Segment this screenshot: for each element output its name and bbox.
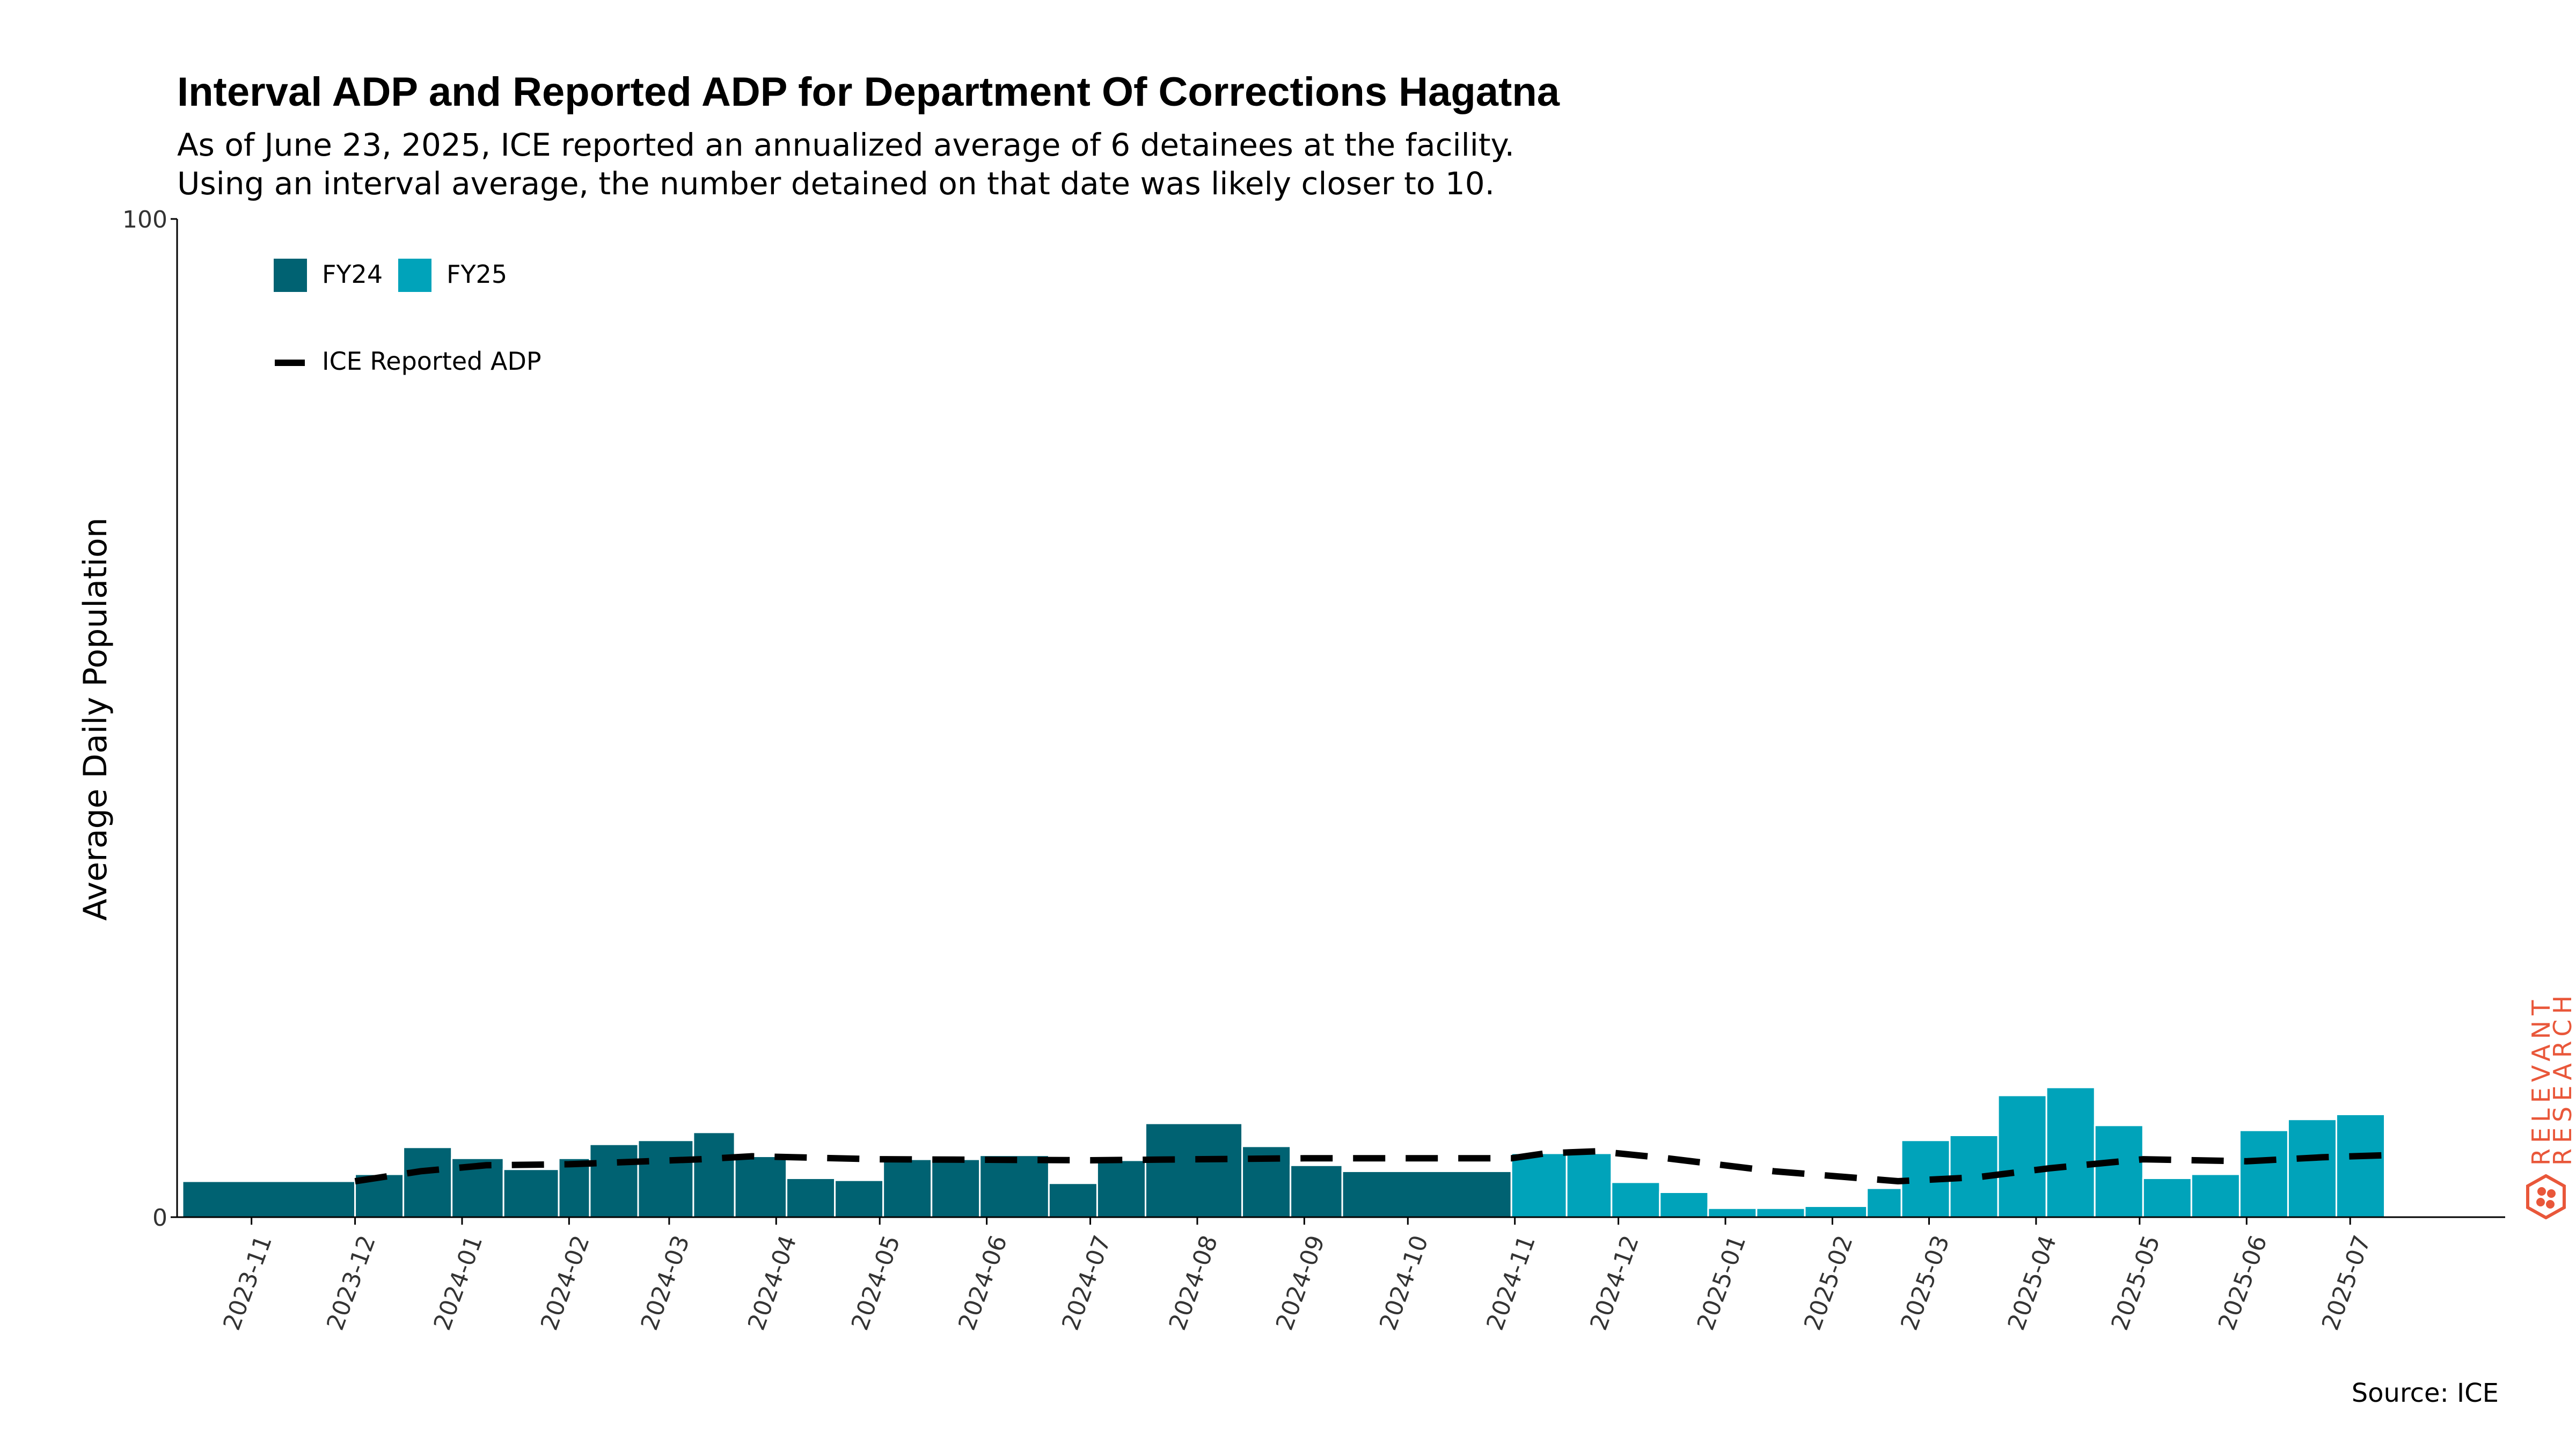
bar-fy24-17 [1144,1122,1243,1218]
bar-fy25-13 [2142,1177,2192,1218]
legend-line-swatch [275,360,305,366]
bar-fy25-16 [2287,1118,2337,1218]
bar-fy25-0 [1510,1152,1568,1218]
x-tick-label-2: 2024-01 [429,1232,488,1334]
reported-adp-line [354,1148,2385,1185]
x-tick-label-13: 2024-12 [1585,1232,1644,1334]
legend-label-fy24: FY24 [322,260,383,289]
legend-label-reported: ICE Reported ADP [322,347,541,376]
x-tick-label-18: 2025-05 [2106,1232,2165,1334]
x-tick-label-10: 2024-09 [1271,1232,1330,1334]
x-tick-label-9: 2024-08 [1164,1232,1224,1334]
bar-fy25-4 [1707,1207,1758,1218]
bar-fy24-11 [834,1179,884,1218]
x-tick-label-1: 2023-12 [321,1232,381,1334]
bar-fy24-15 [1048,1182,1098,1218]
bar-fy24-10 [786,1177,836,1218]
x-tick-label-3: 2024-02 [536,1232,595,1334]
x-tick-label-15: 2025-02 [1799,1232,1858,1334]
bar-fy24-9 [734,1155,788,1218]
logo-hexagon-icon [2526,1174,2566,1219]
bar-fy25-2 [1611,1181,1661,1218]
bars-group [181,1086,2386,1218]
source-note: Source: ICE [2351,1378,2499,1408]
y-ticks-group: 0 100 [122,206,177,1232]
bar-fy25-15 [2238,1129,2289,1218]
bar-fy24-7 [637,1139,694,1218]
x-tick-label-6: 2024-05 [846,1232,906,1334]
bar-fy25-14 [2190,1173,2241,1218]
legend-swatch-fy24 [274,259,307,292]
bar-fy24-16 [1096,1159,1146,1218]
y-axis-label: Average Daily Population [77,517,114,921]
x-tick-label-8: 2024-07 [1057,1232,1116,1334]
bar-fy25-10 [1997,1094,2047,1218]
bar-fy25-6 [1804,1205,1868,1218]
bar-fy25-7 [1866,1187,1902,1218]
chart-subtitle-line-1: As of June 23, 2025, ICE reported an ann… [177,127,1515,163]
x-tick-label-0: 2023-11 [218,1232,277,1334]
bar-fy24-19 [1290,1164,1343,1218]
x-ticks-group: 2023-11 2023-12 2024-01 2024-02 2024-03 2024-… [218,1217,2376,1334]
bar-fy24-2 [402,1146,453,1218]
x-tick-label-16: 2025-03 [1896,1232,1955,1334]
logo-text-research: RESEARCH [2548,990,2576,1166]
bar-fy24-6 [589,1143,639,1218]
x-tick-label-12: 2024-11 [1481,1232,1541,1334]
legend-label-fy25: FY25 [447,260,508,289]
x-tick-label-4: 2024-03 [635,1232,695,1334]
bar-fy24-20 [1341,1170,1512,1218]
chart-subtitle-line-2: Using an interval average, the number de… [177,165,1495,202]
bar-fy25-3 [1659,1191,1709,1218]
y-tick-label-1: 100 [122,206,167,233]
y-tick-label-0: 0 [152,1204,167,1232]
bar-fy25-12 [2094,1124,2144,1218]
bar-fy24-0 [181,1180,356,1218]
chart-title: Interval ADP and Reported ADP for Depart… [177,69,1560,115]
x-tick-label-7: 2024-06 [953,1232,1013,1334]
x-tick-label-11: 2024-10 [1374,1232,1434,1334]
bar-fy24-4 [502,1168,560,1218]
x-tick-label-5: 2024-04 [743,1232,802,1334]
bar-fy25-1 [1565,1152,1613,1218]
bar-fy24-8 [692,1131,736,1218]
legend-swatch-fy25 [398,259,431,292]
x-tick-label-20: 2025-07 [2317,1232,2376,1334]
bar-fy24-14 [979,1154,1050,1218]
bar-fy25-5 [1755,1207,1806,1218]
x-tick-label-17: 2025-04 [2003,1232,2062,1334]
bar-fy25-11 [2045,1086,2096,1218]
x-tick-label-19: 2025-06 [2213,1232,2273,1334]
bar-fy24-13 [931,1158,981,1218]
x-tick-label-14: 2025-01 [1692,1232,1752,1334]
bar-fy24-12 [882,1158,933,1218]
bar-fy25-17 [2335,1113,2386,1218]
relevant-research-logo: RELEVANT RESEARCH [2526,990,2576,1219]
